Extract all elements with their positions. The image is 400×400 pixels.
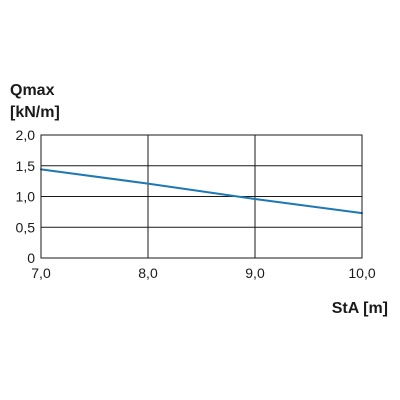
y-axis-title-line-1: Qmax — [10, 82, 55, 99]
x-tick-label: 7,0 — [31, 265, 51, 281]
x-axis-title: StA [m] — [332, 300, 388, 317]
y-tick-label: 1,5 — [16, 158, 36, 174]
y-tick-label: 0 — [27, 250, 35, 266]
y-tick-label: 1,0 — [16, 189, 36, 205]
series-layer — [40, 168, 363, 215]
x-tick-label: 9,0 — [245, 265, 265, 281]
y-tick-label: 2,0 — [16, 127, 36, 143]
x-tick-labels: 7,0 8,0 9,0 10,0 — [31, 265, 376, 281]
grid — [41, 135, 362, 258]
x-tick-label: 8,0 — [138, 265, 158, 281]
y-axis-title: Qmax [kN/m] — [10, 82, 60, 121]
x-tick-label: 10,0 — [348, 265, 375, 281]
y-tick-labels: 0 0,5 1,0 1,5 2,0 — [16, 127, 36, 266]
y-axis-title-line-2: [kN/m] — [10, 104, 60, 121]
y-tick-label: 0,5 — [16, 219, 36, 235]
series-line — [40, 168, 363, 215]
plot-frame — [40, 134, 363, 259]
